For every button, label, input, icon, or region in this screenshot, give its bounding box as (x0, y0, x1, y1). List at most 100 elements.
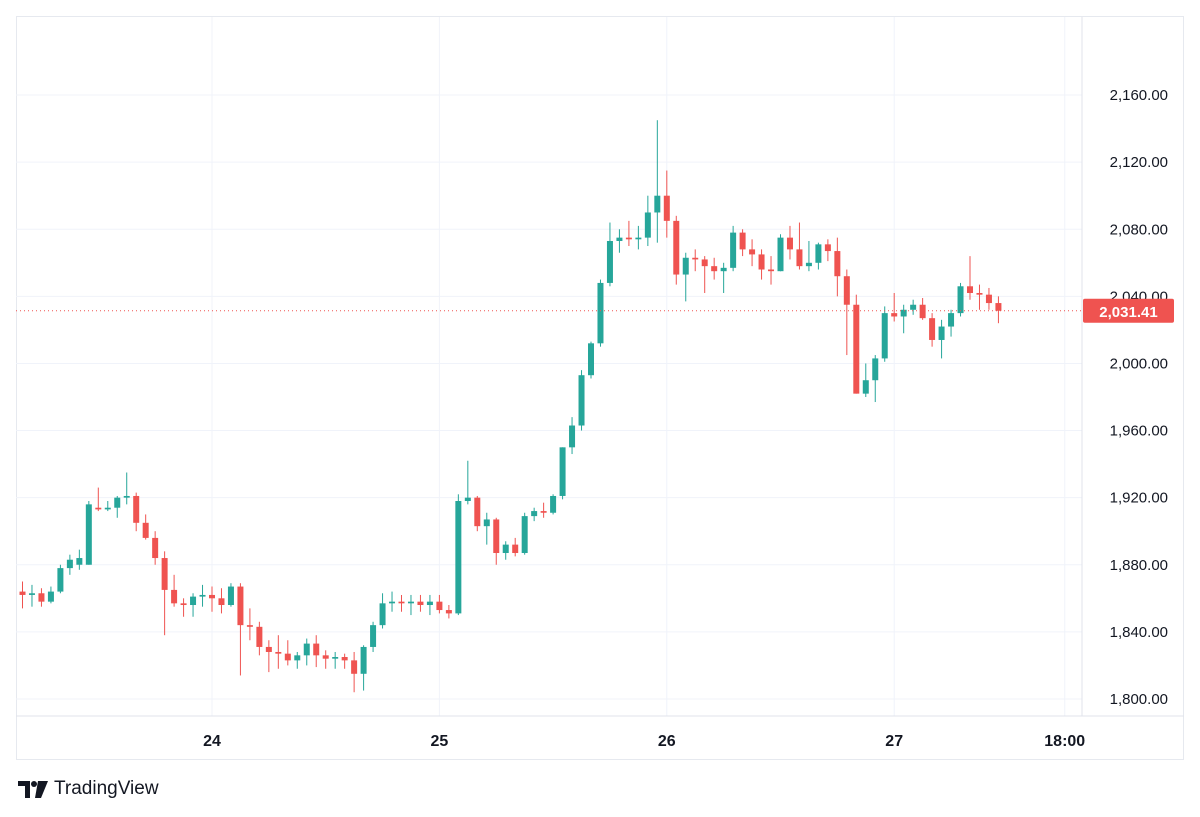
candle-body[interactable] (569, 425, 576, 448)
candle-body[interactable] (123, 495, 130, 498)
candle-body[interactable] (995, 303, 1002, 311)
candle-body[interactable] (777, 237, 784, 272)
candle-body[interactable] (332, 657, 339, 659)
candle-body[interactable] (843, 276, 850, 305)
candle-body[interactable] (625, 237, 632, 240)
candle-body[interactable] (199, 594, 206, 597)
candle-body[interactable] (862, 380, 869, 394)
candle-body[interactable] (47, 591, 54, 602)
candle-body[interactable] (521, 516, 528, 554)
candle-body[interactable] (606, 240, 613, 283)
candle-body[interactable] (815, 244, 822, 263)
candle-body[interactable] (720, 267, 727, 272)
candle-body[interactable] (502, 544, 509, 554)
candle-body[interactable] (209, 594, 215, 599)
candle-body[interactable] (768, 269, 775, 272)
candle-body[interactable] (967, 286, 973, 293)
candle-body[interactable] (824, 244, 831, 252)
candle-body[interactable] (161, 558, 168, 590)
candle-body[interactable] (834, 251, 841, 277)
candle-body[interactable] (57, 568, 64, 592)
candle-body[interactable] (796, 249, 803, 267)
candle-body[interactable] (417, 601, 424, 606)
candle-body[interactable] (635, 237, 642, 240)
candle-body[interactable] (275, 651, 282, 654)
candle-body[interactable] (673, 220, 680, 275)
candle-body[interactable] (445, 610, 452, 614)
candle-body[interactable] (531, 511, 538, 517)
candle-body[interactable] (881, 313, 888, 359)
candle-body[interactable] (910, 304, 917, 310)
candle-body[interactable] (550, 495, 557, 513)
candle-body[interactable] (938, 326, 945, 340)
candle-body[interactable] (929, 318, 936, 340)
candle-body[interactable] (711, 266, 718, 272)
candle-body[interactable] (237, 586, 244, 626)
candle-body[interactable] (218, 598, 225, 606)
candle-body[interactable] (730, 232, 737, 268)
candle-body[interactable] (85, 504, 92, 565)
candle-body[interactable] (919, 304, 926, 319)
candle-body[interactable] (588, 343, 594, 376)
candle-body[interactable] (142, 522, 149, 538)
candle-body[interactable] (663, 195, 670, 221)
candle-body[interactable] (493, 519, 500, 554)
candle-body[interactable] (985, 294, 992, 304)
candle-body[interactable] (872, 358, 879, 381)
candle-body[interactable] (76, 558, 83, 565)
candle-body[interactable] (180, 603, 187, 606)
candle-body[interactable] (692, 257, 699, 260)
candle-body[interactable] (313, 643, 320, 656)
candle-body[interactable] (294, 655, 301, 661)
candle-body[interactable] (256, 626, 263, 647)
candle-body[interactable] (891, 313, 898, 317)
brand[interactable]: TradingView (18, 776, 159, 802)
candle-body[interactable] (171, 589, 178, 604)
candle-body[interactable] (370, 625, 377, 647)
candle-body[interactable] (805, 262, 812, 267)
candle-body[interactable] (133, 495, 140, 523)
candle-body[interactable] (360, 646, 367, 674)
candle-body[interactable] (900, 309, 907, 317)
candle-body[interactable] (474, 497, 481, 527)
candle-body[interactable] (379, 603, 386, 626)
candle-body[interactable] (654, 195, 661, 213)
candle-body[interactable] (682, 257, 689, 275)
candle-body[interactable] (464, 497, 471, 502)
candle-body[interactable] (66, 559, 73, 569)
candle-body[interactable] (407, 601, 414, 604)
candle-body[interactable] (786, 237, 793, 250)
candle-body[interactable] (398, 601, 405, 604)
candle-body[interactable] (644, 212, 651, 238)
candle-body[interactable] (483, 519, 490, 527)
candle-body[interactable] (559, 447, 566, 496)
candle-body[interactable] (190, 596, 197, 606)
candle-body[interactable] (853, 304, 860, 394)
candle-body[interactable] (426, 601, 433, 606)
candle-body[interactable] (739, 232, 746, 250)
candle-body[interactable] (455, 501, 462, 614)
candle-body[interactable] (19, 591, 26, 595)
candle-body[interactable] (616, 237, 623, 241)
candle-body[interactable] (114, 497, 121, 508)
candle-body[interactable] (389, 601, 396, 604)
candle-body[interactable] (303, 643, 310, 656)
candle-body[interactable] (95, 507, 102, 510)
candle-body[interactable] (28, 593, 35, 595)
candle-body[interactable] (758, 254, 765, 270)
candle-body[interactable] (597, 282, 604, 344)
candle-body[interactable] (436, 601, 443, 611)
candle-body[interactable] (540, 511, 547, 513)
candle-body[interactable] (104, 507, 111, 510)
candle-body[interactable] (701, 259, 708, 267)
candle-body[interactable] (976, 292, 983, 295)
candle-body[interactable] (38, 593, 45, 602)
candle-body[interactable] (284, 653, 291, 661)
candle-body[interactable] (512, 544, 519, 554)
candle-body[interactable] (957, 286, 964, 314)
candle-body[interactable] (341, 657, 348, 661)
candle-body[interactable] (265, 646, 272, 652)
candle-body[interactable] (948, 313, 955, 327)
candle-body[interactable] (322, 655, 329, 659)
